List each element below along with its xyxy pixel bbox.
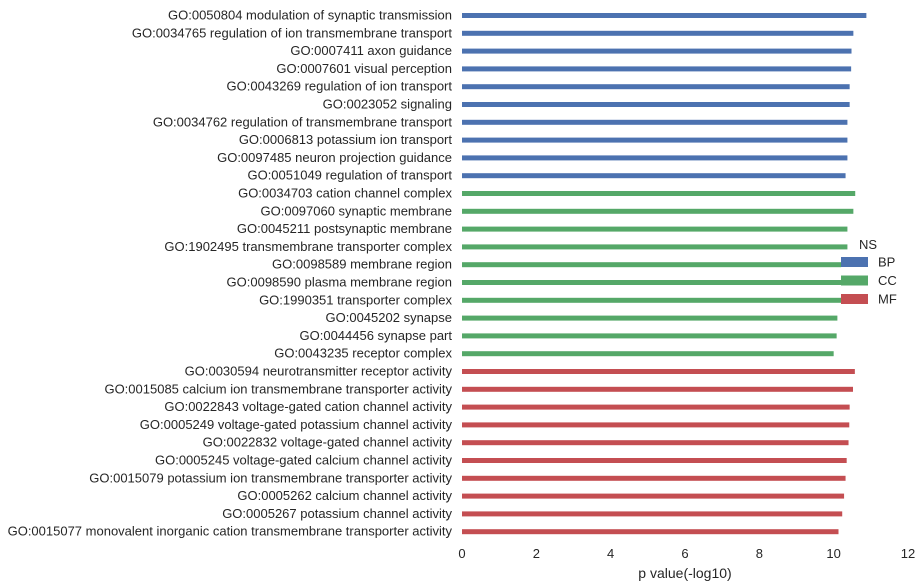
bar-cc [462, 280, 842, 285]
category-label: GO:1902495 transmembrane transporter com… [164, 239, 452, 254]
bar-cc [462, 262, 842, 268]
category-label: GO:0098590 plasma membrane region [227, 275, 452, 290]
category-label: GO:0015079 potassium ion transmembrane t… [89, 470, 452, 485]
x-tick-label: 10 [826, 546, 840, 561]
x-axis-label: p value(-log10) [638, 565, 731, 581]
legend-swatch-cc [841, 275, 868, 286]
bar-cc [462, 351, 834, 357]
category-label: GO:0005245 voltage-gated calcium channel… [155, 453, 453, 468]
category-label: GO:0045211 postsynaptic membrane [237, 221, 452, 236]
bars-layer [462, 13, 867, 535]
bar-mf [462, 369, 855, 374]
bar-mf [462, 422, 850, 428]
bar-cc [462, 244, 848, 250]
x-tick-label: 2 [533, 546, 540, 561]
x-tick-label: 8 [756, 546, 763, 561]
category-label: GO:0051049 regulation of transport [247, 168, 452, 183]
bar-bp [462, 173, 846, 179]
bar-mf [462, 404, 850, 410]
category-label: GO:0005249 voltage-gated potassium chann… [140, 417, 453, 432]
x-tick-label: 0 [458, 546, 465, 561]
category-label: GO:0098589 membrane region [272, 257, 452, 272]
category-label: GO:0050804 modulation of synaptic transm… [168, 8, 452, 23]
bar-bp [462, 155, 848, 161]
bar-bp [462, 137, 848, 143]
bar-cc [462, 191, 856, 196]
legend-swatch-mf [841, 294, 868, 304]
category-label: GO:0005267 potassium channel activity [222, 506, 452, 521]
category-label: GO:0007601 visual perception [276, 61, 452, 76]
x-tick-label: 6 [681, 546, 688, 561]
bar-cc [462, 297, 842, 303]
category-label: GO:0043235 receptor complex [274, 346, 452, 361]
legend-label-mf: MF [878, 292, 897, 307]
category-label: GO:0034703 cation channel complex [238, 186, 452, 201]
bar-bp [462, 48, 852, 54]
category-label: GO:0022843 voltage-gated cation channel … [164, 399, 452, 414]
bar-cc [462, 208, 854, 214]
bar-bp [462, 66, 852, 72]
x-axis-ticks: 0 2 4 6 8 10 12 [458, 546, 915, 561]
bar-bp [462, 13, 867, 18]
category-label: GO:0005262 calcium channel activity [237, 488, 452, 503]
bar-mf [462, 493, 845, 499]
category-label: GO:0030594 neurotransmitter receptor act… [185, 364, 453, 379]
bar-bp [462, 102, 850, 107]
legend-swatch-bp [841, 257, 868, 267]
category-label: GO:0007411 axon guidance [290, 43, 452, 58]
category-labels: GO:0050804 modulation of synaptic transm… [8, 8, 453, 539]
x-tick-label: 4 [607, 546, 614, 561]
category-label: GO:0015077 monovalent inorganic cation t… [8, 524, 453, 539]
category-label: GO:0097060 synaptic membrane [261, 203, 453, 218]
bar-bp [462, 30, 854, 36]
bar-bp [462, 84, 850, 90]
category-label: GO:0045202 synapse [326, 310, 452, 325]
bar-mf [462, 386, 853, 392]
category-label: GO:0043269 regulation of ion transport [227, 79, 453, 94]
legend-label-cc: CC [878, 273, 897, 288]
category-label: GO:0034765 regulation of ion transmembra… [132, 25, 453, 40]
category-label: GO:0034762 regulation of transmembrane t… [153, 114, 453, 129]
category-label: GO:0097485 neuron projection guidance [217, 150, 452, 165]
category-label: GO:0044456 synapse part [300, 328, 453, 343]
bar-cc [462, 226, 848, 232]
bar-mf [462, 458, 847, 463]
bar-mf [462, 475, 846, 481]
category-label: GO:1990351 transporter complex [259, 292, 452, 307]
bar-cc [462, 333, 837, 339]
bar-mf [462, 440, 849, 446]
x-tick-label: 12 [901, 546, 915, 561]
bar-mf [462, 511, 843, 517]
legend-label-bp: BP [878, 255, 895, 270]
bar-mf [462, 529, 839, 535]
category-label: GO:0022832 voltage-gated channel activit… [203, 435, 453, 450]
legend-title: NS [859, 237, 877, 252]
category-label: GO:0015085 calcium ion transmembrane tra… [104, 381, 452, 396]
bar-bp [462, 119, 848, 125]
bar-cc [462, 315, 838, 321]
category-label: GO:0006813 potassium ion transport [239, 132, 453, 147]
category-label: GO:0023052 signaling [323, 97, 452, 112]
